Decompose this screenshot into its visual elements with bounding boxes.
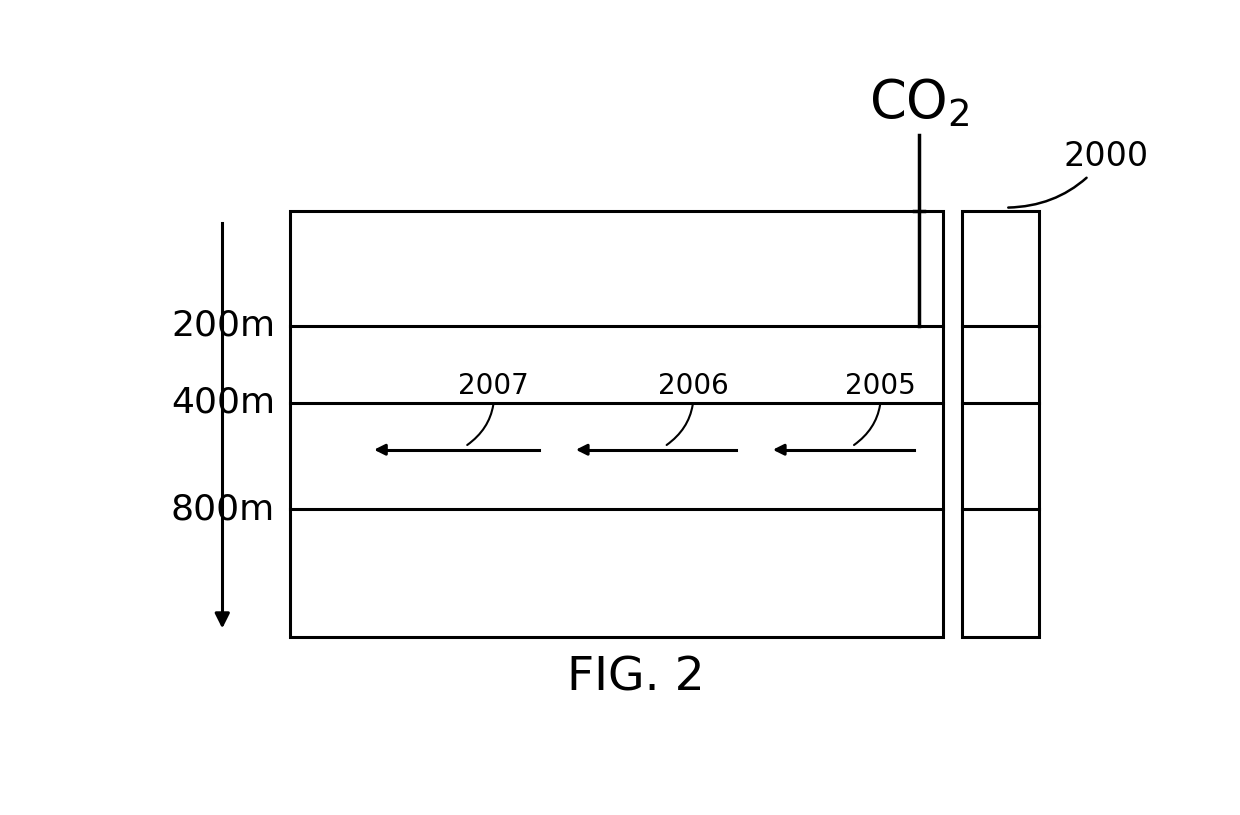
Text: 2000: 2000: [1008, 140, 1148, 208]
Bar: [290, 211, 942, 637]
Text: 400m: 400m: [171, 385, 275, 420]
Text: 200m: 200m: [171, 309, 275, 343]
Text: 2005: 2005: [846, 372, 916, 445]
Bar: [962, 211, 1039, 637]
Text: 2007: 2007: [459, 372, 529, 445]
Text: 800m: 800m: [171, 492, 275, 526]
Text: $\mathregular{CO_2}$: $\mathregular{CO_2}$: [869, 77, 970, 129]
Text: FIG. 2: FIG. 2: [567, 655, 704, 700]
Text: 2006: 2006: [657, 372, 729, 445]
